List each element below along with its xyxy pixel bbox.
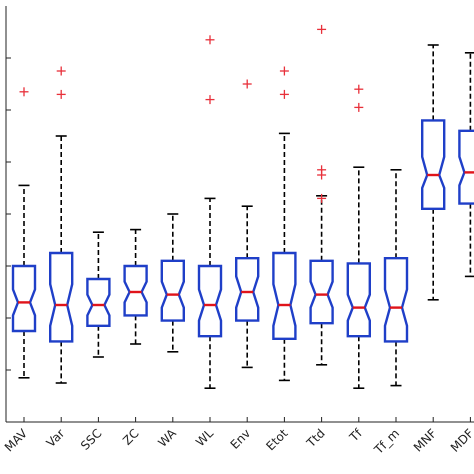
outlier-marker <box>56 66 66 76</box>
box-group-ssc <box>86 231 111 358</box>
box-group-wa <box>160 213 186 353</box>
outlier-marker <box>56 89 66 99</box>
box-group-ttd <box>309 24 334 366</box>
outlier-marker <box>19 87 29 97</box>
box-group-wl <box>197 35 223 390</box>
outlier-marker <box>317 24 327 34</box>
outlier-marker <box>279 66 289 76</box>
notched-box <box>86 277 111 327</box>
outlier-marker <box>205 95 215 105</box>
box-group-mav <box>11 87 37 379</box>
outlier-marker <box>317 170 327 180</box>
notched-box <box>160 259 186 322</box>
notched-box <box>197 264 223 338</box>
outlier-marker <box>317 193 327 203</box>
box-group-tf-m <box>383 169 409 387</box>
plot-area <box>11 24 474 390</box>
box-group-env <box>234 79 260 369</box>
box-group-mdf <box>458 51 474 278</box>
outlier-marker <box>242 79 252 89</box>
box-group-etot <box>272 66 297 382</box>
box-group-zc <box>123 228 148 345</box>
x-tick-labels: MAV Var SSC ZC WA WL Env Etot Ttd Tf Tf_m MNF MDF <box>2 426 474 458</box>
outlier-marker <box>205 35 215 45</box>
axes <box>5 6 474 423</box>
outlier-marker <box>354 84 364 94</box>
box-group-tf <box>346 84 371 390</box>
notched-box <box>421 119 446 211</box>
outlier-marker <box>354 102 364 112</box>
notched-box <box>11 264 37 333</box>
notched-box <box>123 264 148 317</box>
outlier-marker <box>279 89 289 99</box>
notched-box <box>309 259 334 325</box>
notched-box <box>346 262 371 338</box>
notched-box <box>272 251 297 340</box>
notched-box <box>458 129 474 205</box>
notched-box <box>383 257 409 343</box>
box-group-var <box>49 66 74 384</box>
notched-box <box>49 251 74 343</box>
box-group-mnf <box>421 44 446 301</box>
notched-box <box>234 257 260 322</box>
